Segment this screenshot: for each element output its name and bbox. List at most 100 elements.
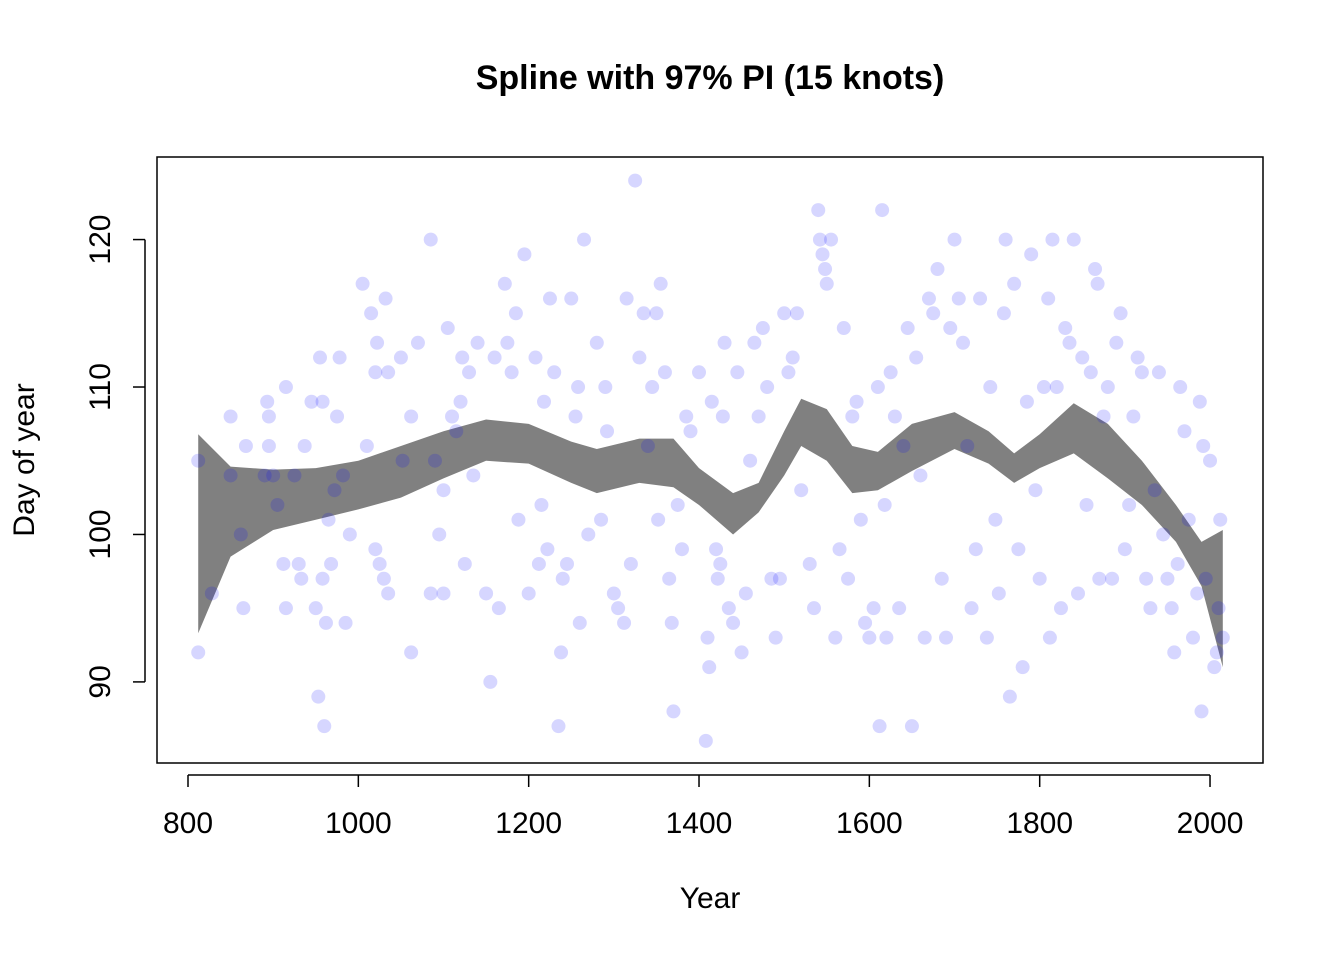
data-point <box>628 173 643 188</box>
data-point <box>1015 660 1030 675</box>
data-point <box>311 689 326 704</box>
data-point <box>1126 409 1141 424</box>
data-point <box>278 380 293 395</box>
data-point <box>828 630 843 645</box>
data-point <box>879 630 894 645</box>
data-point <box>943 321 958 336</box>
data-point <box>318 615 333 630</box>
x-tick-label: 1000 <box>325 807 392 840</box>
data-point <box>664 615 679 630</box>
data-point <box>1196 438 1211 453</box>
data-point <box>947 232 962 247</box>
data-point <box>276 556 291 571</box>
data-point <box>317 719 332 734</box>
data-point <box>951 291 966 306</box>
data-point <box>755 321 770 336</box>
data-point <box>577 232 592 247</box>
data-point <box>404 409 419 424</box>
data-point <box>818 262 833 277</box>
data-point <box>760 380 775 395</box>
data-point <box>747 335 762 350</box>
data-point <box>657 365 672 380</box>
data-point <box>261 409 276 424</box>
data-point <box>983 380 998 395</box>
data-point <box>1130 350 1145 365</box>
data-point <box>789 306 804 321</box>
data-point <box>327 483 342 498</box>
data-point <box>1053 601 1068 616</box>
data-point <box>287 468 302 483</box>
data-point <box>466 468 481 483</box>
data-point <box>683 424 698 439</box>
data-point <box>964 601 979 616</box>
data-point <box>666 704 681 719</box>
data-point <box>921 291 936 306</box>
data-point <box>1088 262 1103 277</box>
y-tick-label: 100 <box>84 509 117 559</box>
data-point <box>1167 645 1182 660</box>
data-point <box>600 424 615 439</box>
data-point <box>297 438 312 453</box>
data-point <box>483 674 498 689</box>
data-point <box>191 453 206 468</box>
data-point <box>368 542 383 557</box>
data-point <box>376 571 391 586</box>
data-point <box>710 571 725 586</box>
data-point <box>315 571 330 586</box>
data-point <box>233 527 248 542</box>
data-point <box>875 203 890 218</box>
data-point <box>1002 689 1017 704</box>
x-tick-label: 1200 <box>495 807 562 840</box>
data-point <box>445 409 460 424</box>
data-point <box>768 630 783 645</box>
data-point <box>892 601 907 616</box>
data-point <box>930 262 945 277</box>
data-point <box>662 571 677 586</box>
data-point <box>378 291 393 306</box>
data-point <box>1207 660 1222 675</box>
data-point <box>1079 497 1094 512</box>
data-point <box>883 365 898 380</box>
data-point <box>772 571 787 586</box>
data-point <box>236 601 251 616</box>
data-point <box>1139 571 1154 586</box>
data-point <box>717 335 732 350</box>
data-point <box>470 335 485 350</box>
data-point <box>423 586 438 601</box>
x-tick-label: 1400 <box>666 807 733 840</box>
data-point <box>500 335 515 350</box>
data-point <box>1160 571 1175 586</box>
data-point <box>679 409 694 424</box>
data-point <box>1215 630 1230 645</box>
data-point <box>824 232 839 247</box>
data-point <box>491 601 506 616</box>
data-point <box>342 527 357 542</box>
data-point <box>508 306 523 321</box>
x-tick-label: 1800 <box>1006 807 1073 840</box>
data-point <box>909 350 924 365</box>
data-point <box>1164 601 1179 616</box>
data-point <box>872 719 887 734</box>
data-point <box>1117 542 1132 557</box>
data-point <box>611 601 626 616</box>
data-point <box>781 365 796 380</box>
data-point <box>715 409 730 424</box>
data-point <box>738 586 753 601</box>
data-point <box>991 586 1006 601</box>
data-point <box>436 483 451 498</box>
data-point <box>862 630 877 645</box>
y-tick-label: 90 <box>84 665 117 698</box>
data-point <box>410 335 425 350</box>
data-point <box>1109 335 1124 350</box>
data-point <box>436 586 451 601</box>
data-point <box>1185 630 1200 645</box>
data-point <box>479 586 494 601</box>
data-point <box>270 497 285 512</box>
data-point <box>836 321 851 336</box>
data-point <box>223 409 238 424</box>
data-point <box>427 453 442 468</box>
data-point <box>1170 556 1185 571</box>
data-point <box>517 247 532 262</box>
data-point <box>1092 571 1107 586</box>
data-point <box>1028 483 1043 498</box>
